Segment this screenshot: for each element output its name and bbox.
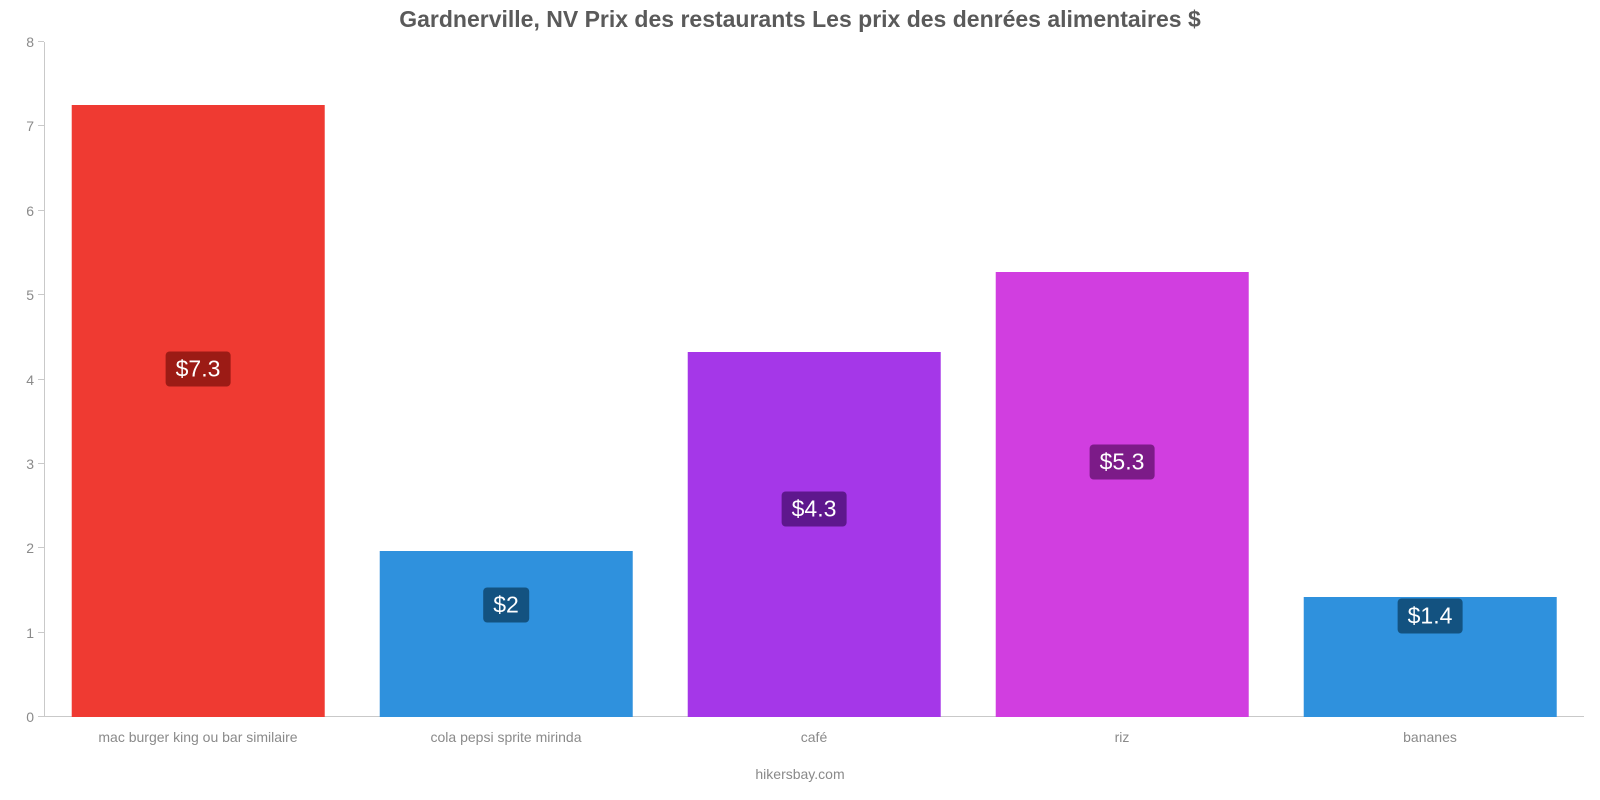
- bar-slot: $4.3café: [660, 42, 968, 717]
- bar-value-label: $5.3: [1090, 445, 1155, 480]
- bar: [688, 352, 941, 717]
- bar: [996, 272, 1249, 718]
- bar-value-label: $7.3: [166, 352, 231, 387]
- y-tick-label: 2: [26, 540, 34, 556]
- bar-slot: $1.4bananes: [1276, 42, 1584, 717]
- bar-value-label: $2: [483, 587, 529, 622]
- bar-slot: $5.3riz: [968, 42, 1276, 717]
- bar-slot: $7.3mac burger king ou bar similaire: [44, 42, 352, 717]
- bar-value-label: $1.4: [1398, 598, 1463, 633]
- bar-value-label: $4.3: [782, 491, 847, 526]
- category-label: cola pepsi sprite mirinda: [431, 729, 582, 745]
- y-tick-label: 7: [26, 118, 34, 134]
- bars-container: $7.3mac burger king ou bar similaire$2co…: [44, 42, 1584, 717]
- bar: [380, 551, 633, 717]
- y-tick-label: 1: [26, 625, 34, 641]
- category-label: riz: [1115, 729, 1130, 745]
- chart-title: Gardnerville, NV Prix des restaurants Le…: [0, 6, 1600, 33]
- chart-footer: hikersbay.com: [0, 766, 1600, 782]
- y-tick-label: 4: [26, 372, 34, 388]
- y-tick-label: 5: [26, 287, 34, 303]
- y-tick-label: 0: [26, 709, 34, 725]
- bar: [72, 105, 325, 717]
- y-tick-label: 8: [26, 34, 34, 50]
- category-label: café: [801, 729, 827, 745]
- y-tick-label: 6: [26, 203, 34, 219]
- plot-area: 012345678 $7.3mac burger king ou bar sim…: [44, 42, 1584, 717]
- y-tick-label: 3: [26, 456, 34, 472]
- price-bar-chart: Gardnerville, NV Prix des restaurants Le…: [0, 0, 1600, 800]
- category-label: bananes: [1403, 729, 1457, 745]
- bar-slot: $2cola pepsi sprite mirinda: [352, 42, 660, 717]
- category-label: mac burger king ou bar similaire: [98, 729, 297, 745]
